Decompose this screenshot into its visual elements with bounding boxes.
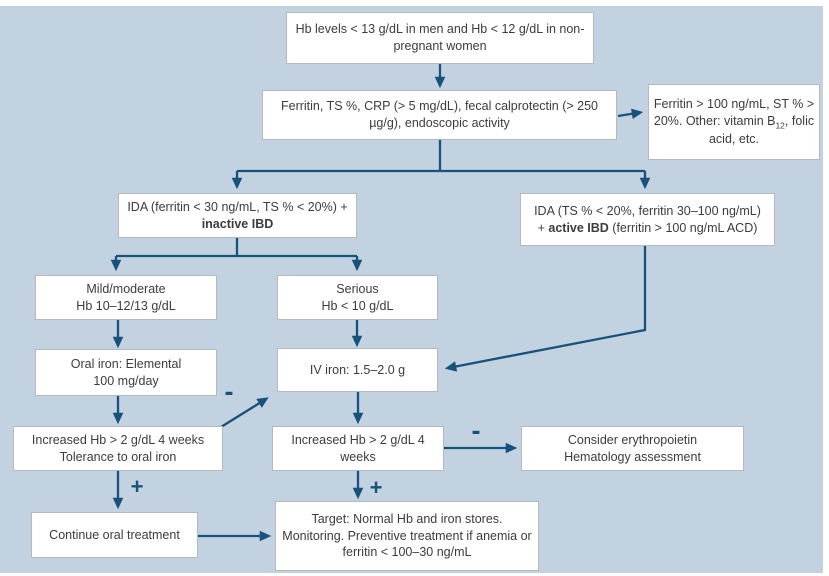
- box-ida-active: IDA (TS % < 20%, ferritin 30–100 ng/mL) +…: [520, 193, 775, 246]
- box-iv-iron: IV iron: 1.5–2.0 g: [277, 348, 438, 392]
- box-serious: Serious Hb < 10 g/dL: [277, 275, 438, 320]
- erythropoietin-line2: Hematology assessment: [564, 449, 701, 464]
- mild-moderate-line1: Mild/moderate: [86, 281, 166, 296]
- label-plus-iv-response: +: [369, 475, 383, 500]
- box-increased-hb-iv: Increased Hb > 2 g/dL 4 weeks: [272, 426, 444, 471]
- ida-active-text: IDA (TS % < 20%, ferritin 30–100 ng/mL) +…: [534, 203, 761, 237]
- no-deficiency-pre: Ferritin > 100 ng/mL, ST % > 20%. Other:…: [653, 96, 815, 128]
- ida-active-line1: IDA (TS % < 20%, ferritin 30–100 ng/mL): [534, 203, 761, 218]
- edge-oral-fail-to-iv: [220, 397, 269, 428]
- box-mild-moderate: Mild/moderate Hb 10–12/13 g/dL: [35, 275, 217, 320]
- box-oral-iron: Oral iron: Elemental 100 mg/day: [35, 349, 217, 396]
- serious-line2: Hb < 10 g/dL: [321, 298, 394, 313]
- box-ida-inactive: IDA (ferritin < 30 ng/mL, TS % < 20%) + i…: [118, 193, 357, 238]
- box-hb-criteria: Hb levels < 13 g/dL in men and Hb < 12 g…: [286, 12, 594, 64]
- box-continue-oral: Continue oral treatment: [31, 512, 198, 558]
- oral-iron-line2: 100 mg/day: [93, 373, 159, 388]
- ida-active-bold: active IBD: [548, 220, 609, 235]
- erythropoietin-text: Consider erythropoietin Hematology assess…: [564, 432, 701, 466]
- increased-hb-iv-text: Increased Hb > 2 g/dL 4 weeks: [291, 432, 425, 464]
- iv-iron-text: IV iron: 1.5–2.0 g: [309, 362, 406, 377]
- no-deficiency-text: Ferritin > 100 ng/mL, ST % > 20%. Other:…: [653, 96, 815, 149]
- box-erythropoietin: Consider erythropoietin Hematology assess…: [521, 426, 744, 471]
- no-deficiency-post: , folic acid, etc.: [708, 113, 815, 147]
- label-plus-oral-response: +: [130, 474, 144, 499]
- serious-text: Serious Hb < 10 g/dL: [322, 281, 394, 315]
- erythropoietin-line1: Consider erythropoietin: [567, 432, 698, 447]
- ida-inactive-bold: inactive IBD: [201, 216, 274, 231]
- label-minus-iv-response: -: [471, 415, 481, 446]
- edge-active-to-iv: [444, 246, 647, 372]
- edge-workup-to-nodeficiency: [617, 108, 644, 120]
- ida-active-line2-post: (ferritin > 100 ng/mL ACD): [608, 220, 758, 235]
- oral-iron-text: Oral iron: Elemental 100 mg/day: [71, 356, 181, 390]
- ida-inactive-text: IDA (ferritin < 30 ng/mL, TS % < 20%) + i…: [127, 199, 347, 233]
- mild-moderate-text: Mild/moderate Hb 10–12/13 g/dL: [76, 281, 175, 315]
- increased-hb-oral-text: Increased Hb > 2 g/dL 4 weeks Tolerance t…: [32, 432, 204, 466]
- vitamin-b12-subscript: 12: [775, 120, 785, 131]
- increased-hb-oral-line2: Tolerance to oral iron: [59, 449, 177, 464]
- workup-text: Ferritin, TS %, CRP (> 5 mg/dL), fecal c…: [280, 99, 599, 130]
- ida-inactive-line1: IDA (ferritin < 30 ng/mL, TS % < 20%) +: [127, 199, 348, 214]
- label-minus-oral-response: -: [224, 376, 234, 407]
- increased-hb-oral-line1: Increased Hb > 2 g/dL 4 weeks: [31, 432, 205, 447]
- box-workup: Ferritin, TS %, CRP (> 5 mg/dL), fecal c…: [262, 90, 617, 140]
- mild-moderate-line2: Hb 10–12/13 g/dL: [76, 298, 176, 313]
- continue-oral-text: Continue oral treatment: [49, 527, 180, 542]
- hb-criteria-text: Hb levels < 13 g/dL in men and Hb < 12 g…: [295, 22, 585, 53]
- box-no-deficiency: Ferritin > 100 ng/mL, ST % > 20%. Other:…: [648, 84, 820, 160]
- serious-line1: Serious: [336, 281, 379, 296]
- oral-iron-line1: Oral iron: Elemental: [70, 356, 182, 371]
- box-target: Target: Normal Hb and iron stores. Monit…: [275, 501, 539, 571]
- ida-active-line2-pre: +: [537, 220, 549, 235]
- target-text: Target: Normal Hb and iron stores. Monit…: [282, 511, 532, 560]
- box-increased-hb-oral: Increased Hb > 2 g/dL 4 weeks Tolerance t…: [13, 426, 223, 471]
